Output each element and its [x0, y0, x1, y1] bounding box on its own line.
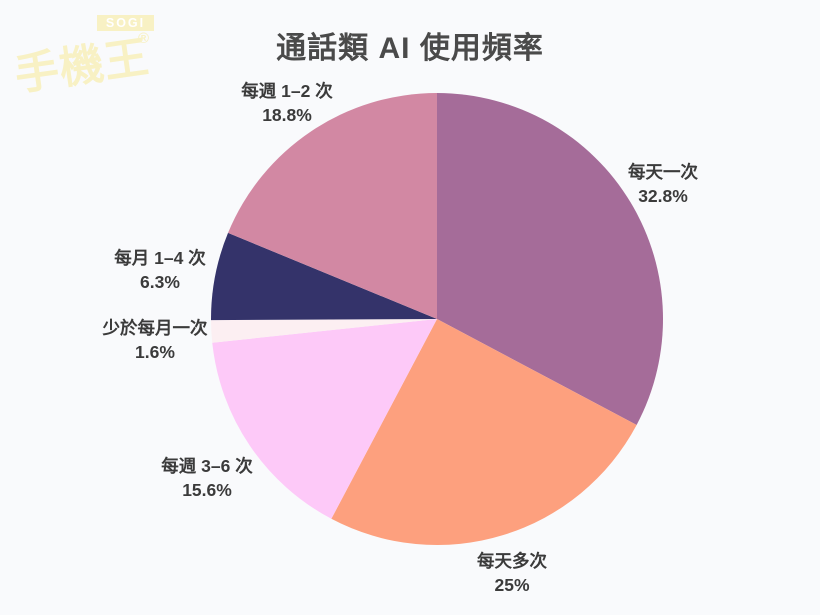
sogi-logo: SOGI ® 手機王 [8, 4, 193, 119]
pie-slice-daily-multiple [331, 319, 637, 545]
pie-slice-daily-once [437, 93, 663, 425]
slice-label-less-than-monthly: 少於每月一次 1.6% [103, 316, 208, 364]
slice-label-text: 每月 1–4 次 [114, 248, 206, 268]
slice-value-text: 1.6% [135, 342, 175, 362]
slice-value-text: 18.8% [262, 105, 312, 125]
pie-slice-weekly-3-6 [212, 319, 437, 519]
pie-slice-less-than-monthly [211, 319, 437, 343]
slice-value-text: 32.8% [638, 186, 688, 206]
slice-label-text: 每週 1–2 次 [241, 81, 333, 101]
pie-slice-weekly-1-2 [228, 93, 437, 319]
slice-label-text: 每天多次 [477, 551, 547, 571]
slice-label-monthly-1-4: 每月 1–4 次 6.3% [114, 246, 205, 294]
slice-label-weekly-3-6: 每週 3–6 次 15.6% [161, 454, 252, 502]
registered-mark-icon: ® [138, 30, 150, 47]
chart-title: 通話類 AI 使用頻率 [276, 32, 544, 65]
slice-value-text: 25% [494, 575, 530, 595]
slice-value-text: 15.6% [182, 480, 232, 500]
pie-slice-monthly-1-4 [211, 232, 437, 321]
slice-label-daily-once: 每天一次 32.8% [628, 160, 698, 208]
slice-label-daily-multiple: 每天多次 25% [477, 549, 547, 597]
sogi-badge: SOGI [97, 15, 154, 31]
slice-label-text: 每週 3–6 次 [161, 456, 253, 476]
slice-value-text: 6.3% [140, 272, 180, 292]
slice-label-text: 少於每月一次 [102, 318, 208, 338]
slice-label-weekly-1-2: 每週 1–2 次 18.8% [241, 79, 332, 127]
slice-label-text: 每天一次 [628, 162, 698, 182]
sogi-badge-text: SOGI [105, 16, 146, 30]
